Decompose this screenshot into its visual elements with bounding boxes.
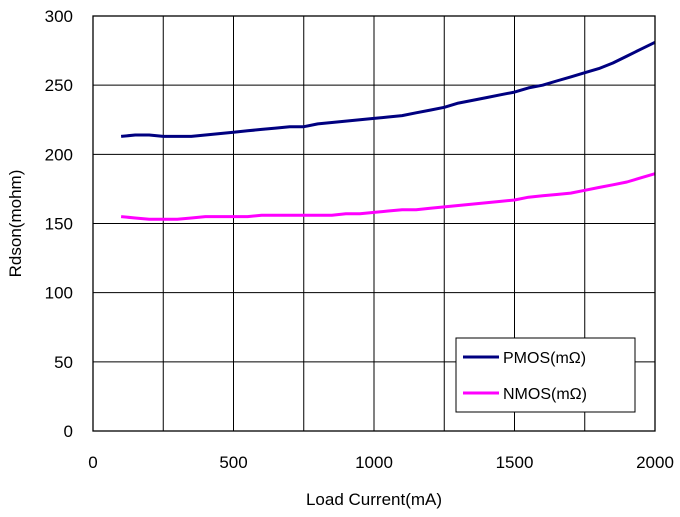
y-tick-label: 150: [45, 215, 73, 234]
x-tick-label: 0: [88, 453, 97, 472]
x-tick-label: 2000: [636, 453, 674, 472]
y-tick-label: 300: [45, 7, 73, 26]
plot-border: [92, 15, 656, 432]
legend-label: PMOS(mΩ): [503, 350, 586, 367]
y-tick-label: 250: [45, 76, 73, 95]
series-line-nmos: [120, 172, 656, 221]
x-tick-label: 1500: [496, 453, 534, 472]
y-tick-label: 50: [54, 353, 73, 372]
legend: PMOS(mΩ) NMOS(mΩ): [455, 337, 636, 413]
legend-box: [455, 337, 636, 413]
legend-label: NMOS(mΩ): [503, 386, 587, 403]
x-tick-label: 1000: [355, 453, 393, 472]
series-layer: [120, 40, 656, 221]
x-axis-ticks: 0 500 1000 1500 2000: [88, 453, 674, 472]
y-axis-title: Rdson(mohm): [6, 170, 25, 278]
legend-item-nmos: NMOS(mΩ): [463, 386, 587, 403]
y-tick-label: 200: [45, 145, 73, 164]
y-tick-label: 100: [45, 284, 73, 303]
series-line-pmos: [120, 40, 656, 138]
legend-item-pmos: PMOS(mΩ): [463, 350, 586, 367]
y-axis-ticks: 0 50 100 150 200 250 300: [45, 7, 73, 441]
x-axis-title: Load Current(mA): [306, 490, 442, 509]
y-tick-label: 0: [64, 422, 73, 441]
x-tick-label: 500: [219, 453, 247, 472]
